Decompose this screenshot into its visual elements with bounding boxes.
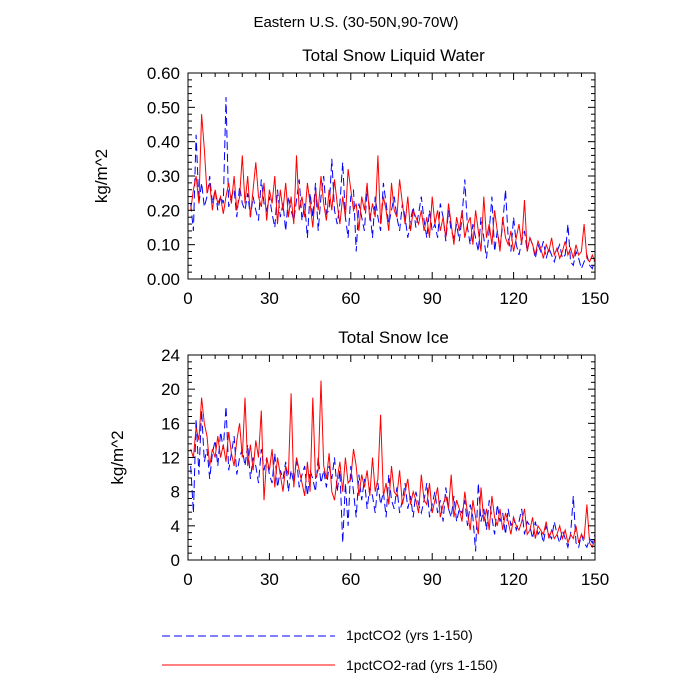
ice-x-tick-label: 150	[581, 570, 609, 589]
liquid-y-tick-label: 0.50	[147, 98, 180, 117]
legend-label-1pctCO2-rad: 1pctCO2-rad (yrs 1-150)	[346, 657, 498, 673]
ice-y-tick-label: 16	[161, 414, 180, 433]
liquid-y-tick-label: 0.30	[147, 167, 180, 186]
ice-x-tick-label: 90	[423, 570, 442, 589]
liquid-y-tick-label: 0.10	[147, 236, 180, 255]
ice-x-tick-label: 60	[341, 570, 360, 589]
liquid-x-tick-label: 90	[423, 289, 442, 308]
ice-panel-title: Total Snow Ice	[338, 328, 449, 347]
liquid-panel-title: Total Snow Liquid Water	[302, 46, 485, 65]
ice-x-tick-label: 120	[499, 570, 527, 589]
ice-series-1pctCO2-rad-line	[190, 380, 596, 549]
liquid-x-tick-label: 150	[581, 289, 609, 308]
legend: 1pctCO2 (yrs 1-150) 1pctCO2-rad (yrs 1-1…	[162, 627, 498, 673]
ice-y-tick-label: 20	[161, 380, 180, 399]
legend-label-1pctCO2: 1pctCO2 (yrs 1-150)	[346, 627, 473, 643]
liquid-y-tick-label: 0.60	[147, 64, 180, 83]
liquid-x-tick-label: 120	[499, 289, 527, 308]
liquid-x-tick-label: 60	[341, 289, 360, 308]
liquid-x-tick-label: 30	[260, 289, 279, 308]
ice-y-tick-label: 4	[171, 517, 180, 536]
ice-x-tick-label: 30	[260, 570, 279, 589]
ice-y-tick-label: 24	[161, 346, 180, 365]
panel-total-snow-liquid-water: 0 30 60 90 120 150 0.00 0.10 0.20 0.30 0.40 0.50 0.6…	[92, 46, 609, 308]
liquid-y-tick-label: 0.20	[147, 201, 180, 220]
liquid-series-1pctCO2-rad-line	[190, 114, 596, 263]
ice-y-tick-label: 8	[171, 483, 180, 502]
liquid-y-tick-label: 0.40	[147, 133, 180, 152]
liquid-series-1pctCO2-line	[190, 96, 596, 271]
ice-x-tick-label: 0	[183, 570, 192, 589]
panel-total-snow-ice: 0 30 60 90 120 150 0 4 8 12 16 20 24 Total Snow Ice kg…	[108, 328, 609, 589]
liquid-x-tick-label: 0	[183, 289, 192, 308]
liquid-y-axis-label: kg/m^2	[92, 149, 111, 203]
figure-title: Eastern U.S. (30-50N,90-70W)	[253, 14, 458, 31]
ice-series-1pctCO2-line	[190, 406, 596, 552]
ice-y-axis-label: kg/m^2	[108, 430, 127, 484]
liquid-y-tick-label: 0.00	[147, 270, 180, 289]
ice-y-tick-label: 12	[161, 449, 180, 468]
ice-y-tick-label: 0	[171, 551, 180, 570]
